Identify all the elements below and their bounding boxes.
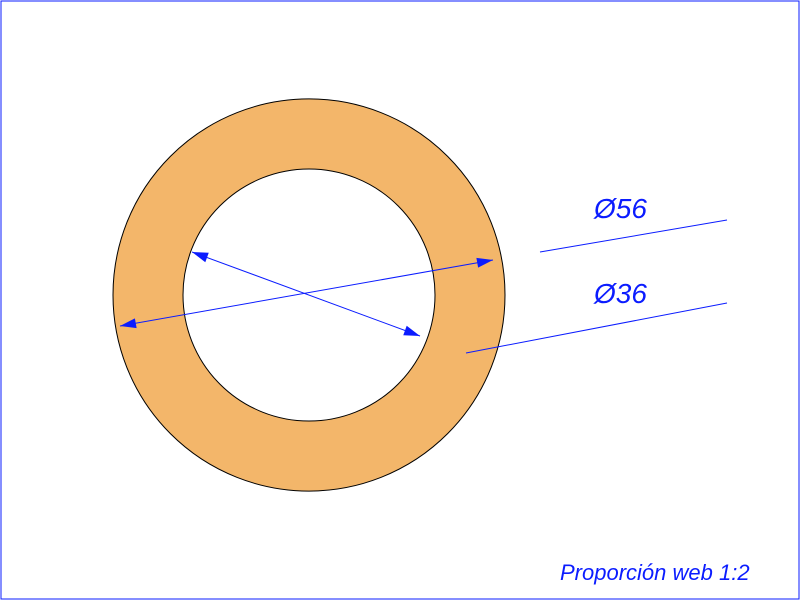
inner-diameter-label: Ø36 [593,278,647,309]
scale-footer-text: Proporción web 1:2 [560,560,750,586]
inner-dim-line-right [466,303,727,353]
inner-dim-line-left [192,252,420,336]
drawing-canvas: Ø56 Ø36 Proporción web 1:2 [0,0,800,600]
inner-dim-arrow-left [192,252,209,262]
outer-diameter-label: Ø56 [593,193,647,224]
inner-dim-arrow-right [403,326,420,336]
diagram-svg: Ø56 Ø36 [0,0,800,600]
outer-dim-line-right [540,220,727,252]
